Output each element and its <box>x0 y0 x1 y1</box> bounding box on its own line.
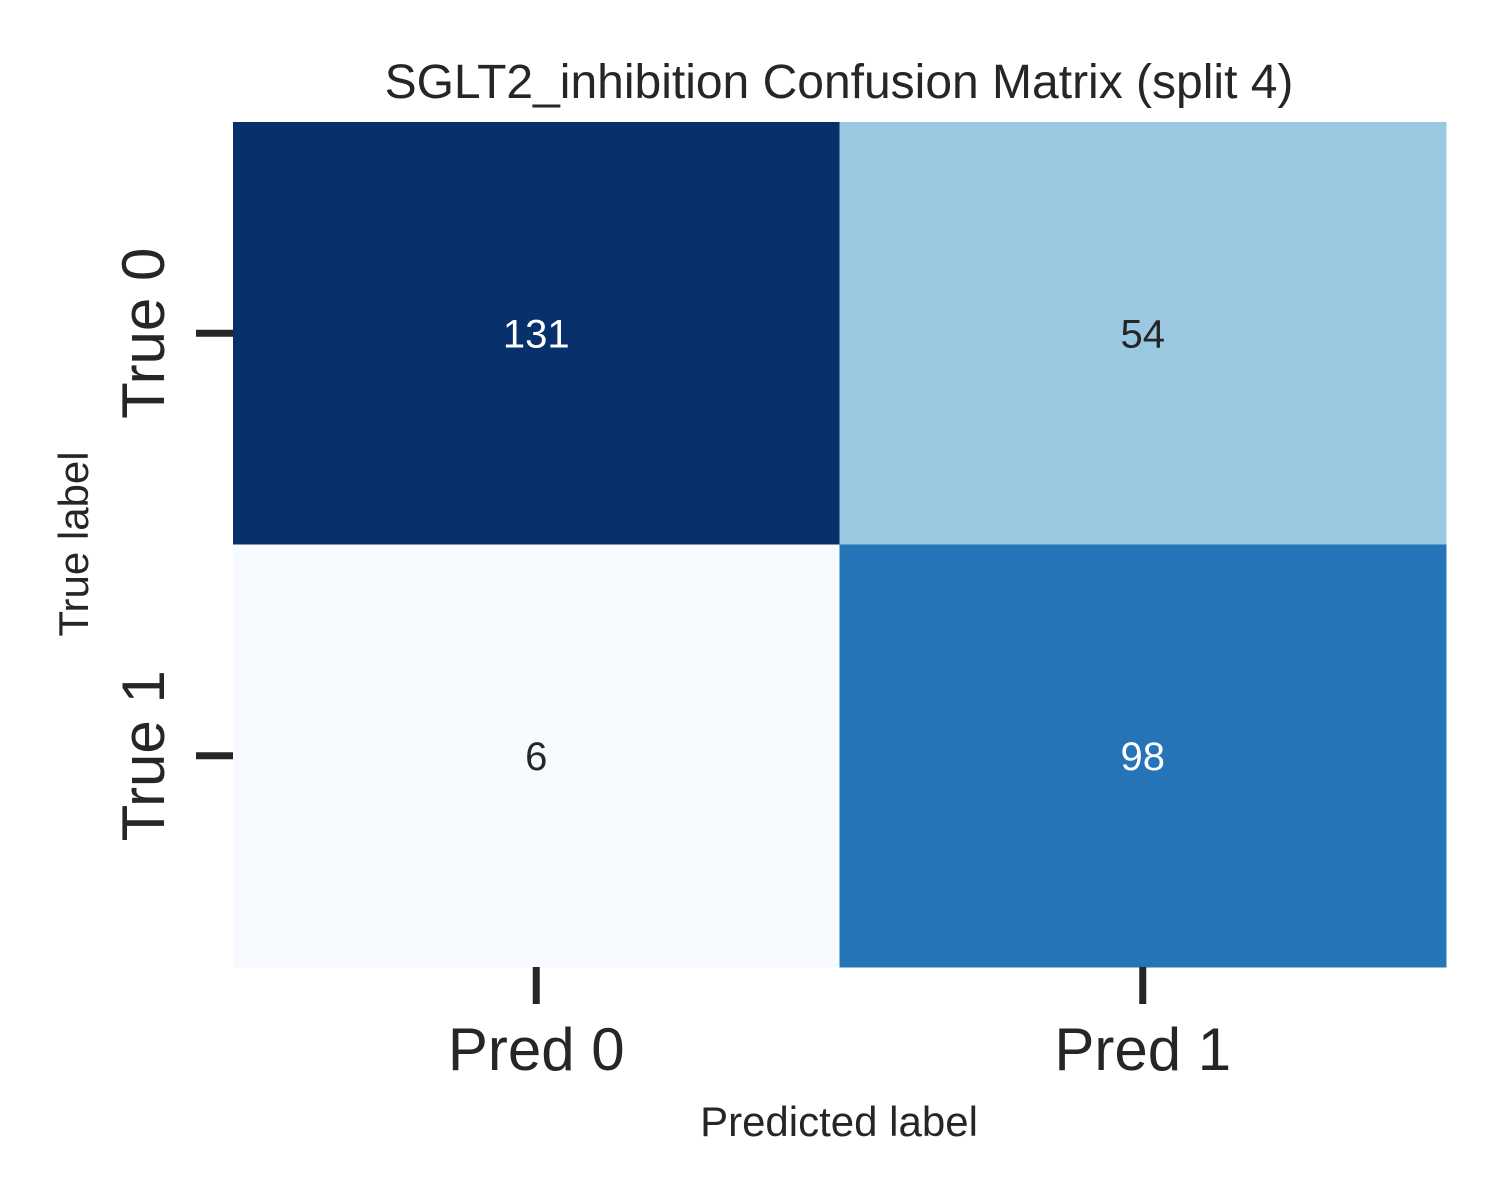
chart-title: SGLT2_inhibition Confusion Matrix (split… <box>385 56 1294 109</box>
heatmap-cell-r1-c0 <box>233 544 840 968</box>
y-tick-label: True 0 <box>110 248 177 419</box>
cell-value-label: 6 <box>525 735 547 779</box>
axis-ticks: Pred 0 Pred 1 True 0 True 1 <box>110 248 1231 1083</box>
heatmap-cell-r0-c0 <box>233 122 840 545</box>
x-axis-label: Predicted label <box>700 1098 978 1145</box>
y-tick-label: True 1 <box>110 670 177 841</box>
y-axis-label: True label <box>50 451 97 636</box>
cell-value-label: 131 <box>503 312 570 356</box>
cell-value-label: 98 <box>1121 735 1166 779</box>
x-tick-label: Pred 1 <box>1054 1016 1231 1083</box>
x-tick-label: Pred 0 <box>448 1016 625 1083</box>
heatmap-cells: 131 54 6 98 <box>233 122 1447 968</box>
cell-value-label: 54 <box>1121 312 1166 356</box>
heatmap-cell-r1-c1 <box>839 544 1447 968</box>
heatmap-cell-r0-c1 <box>839 122 1447 545</box>
